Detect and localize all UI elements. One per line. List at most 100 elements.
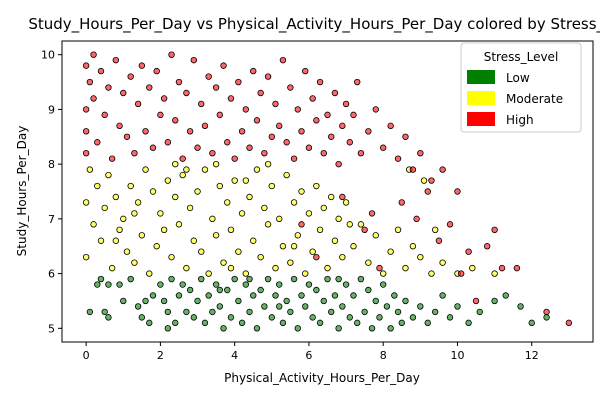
data-point	[149, 144, 157, 151]
data-point	[97, 67, 105, 75]
data-point	[134, 303, 142, 310]
data-point	[517, 303, 524, 310]
series-low	[86, 275, 550, 332]
data-point	[90, 221, 97, 228]
data-point	[465, 248, 472, 255]
data-point	[175, 292, 183, 299]
data-point	[376, 264, 383, 272]
data-point	[290, 155, 298, 162]
data-point	[324, 264, 331, 272]
data-point	[272, 100, 279, 108]
series-moderate	[82, 160, 498, 277]
legend: Stress_Level Low Moderate High	[460, 42, 582, 133]
data-point	[186, 204, 194, 212]
data-point	[350, 243, 357, 250]
data-point	[105, 84, 112, 91]
data-point	[183, 308, 190, 316]
data-point	[175, 221, 183, 228]
data-point	[172, 160, 179, 168]
data-point	[160, 297, 168, 305]
data-point	[472, 297, 480, 305]
data-point	[172, 319, 179, 327]
data-point	[469, 264, 476, 272]
data-point	[268, 182, 275, 190]
data-point	[413, 215, 420, 223]
legend-swatch-low	[467, 70, 495, 84]
data-point	[309, 314, 316, 321]
data-point	[402, 264, 409, 272]
data-point	[101, 204, 108, 212]
data-point	[287, 308, 294, 316]
data-point	[387, 325, 394, 332]
data-point	[238, 210, 246, 217]
data-point	[287, 259, 294, 266]
data-point	[97, 237, 105, 244]
data-point	[431, 226, 439, 234]
data-point	[298, 188, 305, 195]
data-point	[380, 281, 387, 288]
data-point	[417, 303, 424, 310]
points-layer	[82, 51, 573, 332]
data-point	[250, 237, 257, 244]
data-point	[183, 89, 190, 97]
data-point	[246, 144, 253, 151]
data-point	[446, 221, 454, 228]
legend-swatch-moderate	[467, 91, 495, 105]
data-point	[198, 100, 205, 108]
data-point	[212, 232, 220, 239]
data-point	[335, 275, 342, 283]
data-point	[231, 177, 238, 184]
data-point	[350, 111, 357, 119]
data-point	[246, 193, 253, 201]
data-point	[220, 62, 227, 69]
data-point	[365, 259, 372, 266]
data-point	[168, 51, 175, 58]
data-point	[101, 308, 108, 316]
data-point	[331, 237, 339, 244]
data-point	[153, 243, 160, 250]
data-point	[290, 199, 298, 206]
data-point	[346, 221, 353, 228]
data-point	[172, 117, 179, 124]
y-tick-label: 8	[48, 158, 55, 171]
data-point	[294, 325, 301, 332]
data-point	[90, 95, 97, 102]
data-point	[186, 286, 194, 294]
data-point	[131, 210, 138, 217]
data-point	[157, 281, 164, 288]
data-point	[394, 308, 402, 316]
data-point	[365, 128, 372, 135]
data-point	[272, 292, 279, 299]
data-point	[94, 182, 101, 190]
legend-swatch-high	[467, 112, 495, 126]
data-point	[354, 78, 361, 86]
data-point	[235, 78, 242, 86]
data-point	[164, 177, 172, 184]
data-point	[435, 237, 443, 244]
data-point	[339, 253, 346, 261]
data-point	[253, 166, 261, 173]
data-point	[224, 199, 231, 206]
data-point	[302, 67, 309, 75]
data-point	[368, 210, 376, 217]
data-point	[320, 297, 327, 305]
data-point	[216, 303, 224, 310]
data-point	[242, 106, 250, 113]
data-point	[220, 325, 227, 332]
data-point	[394, 226, 402, 234]
x-tick-label: 2	[157, 349, 164, 362]
data-point	[331, 89, 339, 97]
data-point	[86, 78, 94, 86]
data-point	[242, 177, 250, 184]
data-point	[231, 275, 238, 283]
data-point	[227, 264, 235, 272]
data-point	[335, 160, 342, 168]
data-point	[454, 188, 461, 195]
data-point	[491, 270, 498, 277]
data-point	[90, 51, 97, 58]
legend-entries: Low Moderate High	[467, 70, 563, 127]
data-point	[417, 253, 424, 261]
data-point	[354, 319, 361, 327]
data-point	[305, 144, 313, 151]
data-point	[209, 215, 216, 223]
